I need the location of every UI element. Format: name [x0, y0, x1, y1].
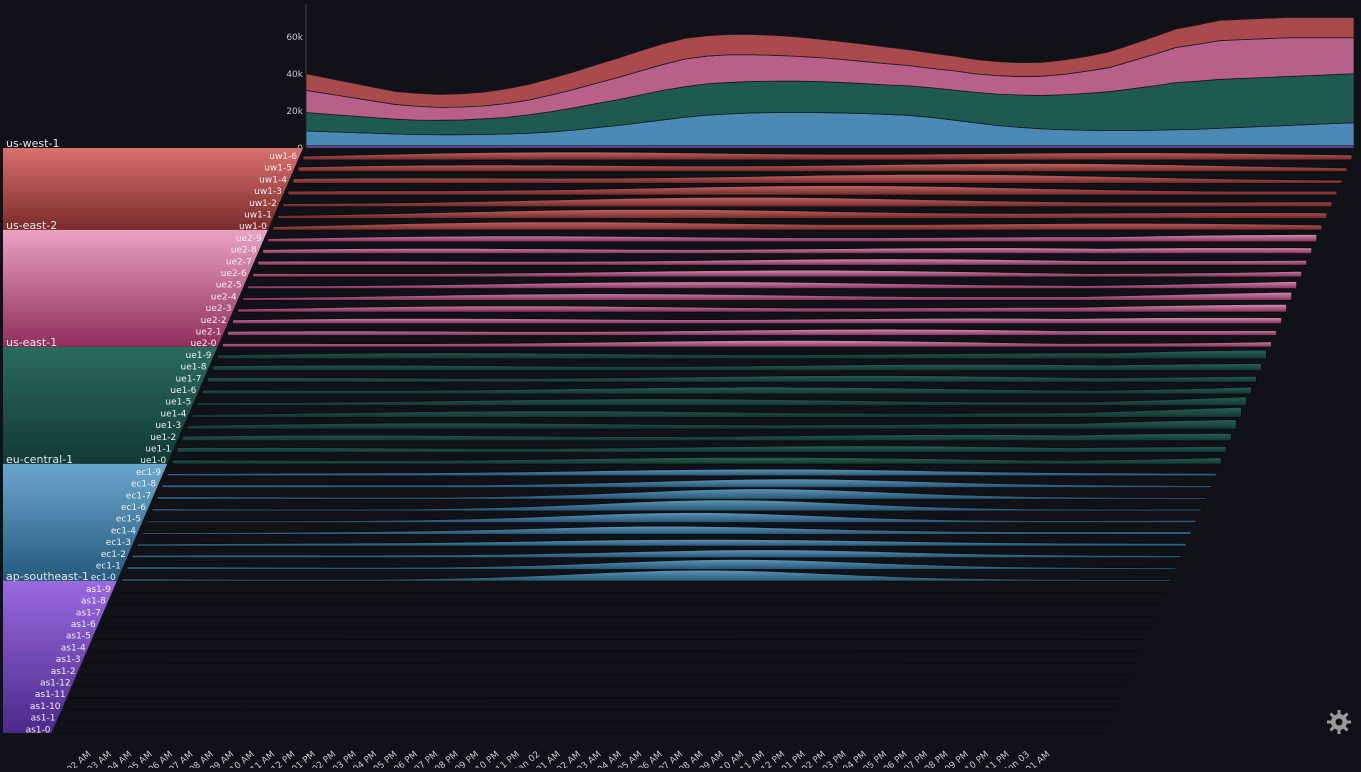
host-label: as1-12 [40, 679, 71, 689]
ridge-ue2-0 [223, 340, 1272, 347]
host-label: ec1-6 [121, 503, 146, 513]
ridge-uw1-1 [278, 209, 1327, 218]
host-label: ec1-4 [111, 526, 136, 536]
host-label: as1-4 [61, 643, 86, 653]
host-label: ec1-3 [106, 538, 131, 548]
host-label: ec1-7 [126, 491, 151, 501]
host-label: ue2-9 [236, 234, 262, 244]
ridge-ue1-7 [207, 375, 1256, 382]
ridge-ec1-0 [122, 570, 1171, 581]
host-label: ue2-1 [196, 328, 222, 338]
host-label: ec1-9 [136, 468, 161, 478]
host-label: ec1-1 [96, 562, 121, 572]
host-label: uw1-1 [244, 211, 272, 221]
ridge-ue1-8 [212, 364, 1261, 371]
ridge-ec1-4 [142, 526, 1191, 534]
ridge-ue1-2 [182, 433, 1231, 441]
ridge-ec1-7 [157, 489, 1206, 500]
ridge-ue2-5 [248, 281, 1297, 288]
host-label: ue1-8 [180, 363, 206, 373]
region-label: us-east-1 [6, 336, 57, 349]
ridge-ue1-0 [172, 457, 1221, 464]
y-tick-label: 40k [286, 70, 303, 80]
host-label: uw1-4 [259, 175, 287, 185]
ridge-ec1-6 [152, 500, 1201, 511]
host-label: as1-5 [66, 632, 91, 642]
region-label: us-east-2 [6, 219, 57, 232]
host-label: ue1-4 [160, 409, 186, 419]
ridge-ue1-6 [202, 387, 1251, 394]
y-tick-label: 60k [286, 33, 303, 43]
region-label: us-west-1 [6, 137, 59, 150]
ridge-ec1-2 [132, 550, 1181, 558]
host-label: ue1-9 [186, 351, 212, 361]
host-label: as1-7 [76, 608, 101, 618]
host-label: ue2-6 [221, 269, 247, 279]
host-label: ue1-6 [170, 386, 196, 396]
ridge-ec1-3 [137, 539, 1186, 546]
host-label: ue2-2 [201, 316, 227, 326]
ridge-ec1-8 [162, 479, 1211, 488]
host-label: ue2-8 [231, 246, 257, 256]
region-label: ap-southeast-1 [6, 570, 89, 583]
ridge-ec1-1 [127, 559, 1176, 569]
ridge-uw1-3 [288, 186, 1337, 196]
ridge-ue2-1 [228, 329, 1277, 335]
host-label: ue1-2 [150, 433, 176, 443]
host-label: uw1-5 [264, 164, 292, 174]
ridge-ue2-6 [253, 270, 1302, 277]
ridge-ue2-7 [258, 259, 1307, 266]
host-label: as1-8 [81, 597, 106, 607]
host-label: as1-0 [26, 725, 51, 735]
host-label: uw1-3 [254, 187, 282, 197]
ridge-uw1-2 [283, 197, 1332, 207]
host-label: ue1-3 [155, 421, 181, 431]
host-label: ue1-7 [175, 374, 201, 384]
ridge-ue1-3 [187, 420, 1236, 429]
ridge-uw1-6 [303, 152, 1352, 160]
ridge-ue1-5 [197, 397, 1246, 406]
host-label: ec1-8 [131, 480, 156, 490]
y-tick-label: 20k [286, 107, 303, 117]
ridge-ue1-1 [177, 446, 1226, 453]
host-label: ue2-5 [216, 281, 242, 291]
ridge-ue2-8 [263, 248, 1312, 254]
summary-stacked-area: 020k40k60k [286, 4, 1354, 154]
gear-icon[interactable] [1326, 709, 1352, 735]
region-label: eu-central-1 [6, 453, 73, 466]
ridge-ue1-4 [192, 407, 1241, 417]
host-label: as1-3 [56, 655, 81, 665]
host-label: as1-2 [51, 667, 76, 677]
ridge-ue2-4 [243, 292, 1292, 300]
host-label: ue2-3 [206, 304, 232, 314]
ridge-uw1-4 [293, 174, 1342, 183]
host-label: uw1-2 [249, 199, 277, 209]
ridge-uw1-0 [273, 222, 1322, 230]
ridge-ue2-2 [233, 317, 1282, 323]
host-label: ue1-1 [145, 445, 171, 455]
host-label: ue2-7 [226, 257, 252, 267]
host-label: ec1-5 [116, 515, 141, 525]
host-label: ue1-5 [165, 398, 191, 408]
host-label: as1-9 [86, 585, 111, 595]
host-label: ec1-2 [101, 550, 126, 560]
ridge-ec1-5 [147, 512, 1196, 522]
host-label: ue2-4 [211, 292, 237, 302]
ridge-ue2-3 [238, 304, 1287, 312]
host-label: as1-10 [30, 702, 61, 712]
host-label: as1-11 [35, 690, 66, 700]
ridge-ue2-9 [268, 235, 1317, 242]
host-label: uw1-6 [269, 152, 297, 162]
host-label: as1-1 [31, 714, 56, 724]
ridge-ec1-9 [167, 469, 1216, 476]
host-label: as1-6 [71, 620, 96, 630]
ridge-ue1-9 [217, 350, 1266, 359]
ridge-uw1-5 [298, 163, 1347, 171]
